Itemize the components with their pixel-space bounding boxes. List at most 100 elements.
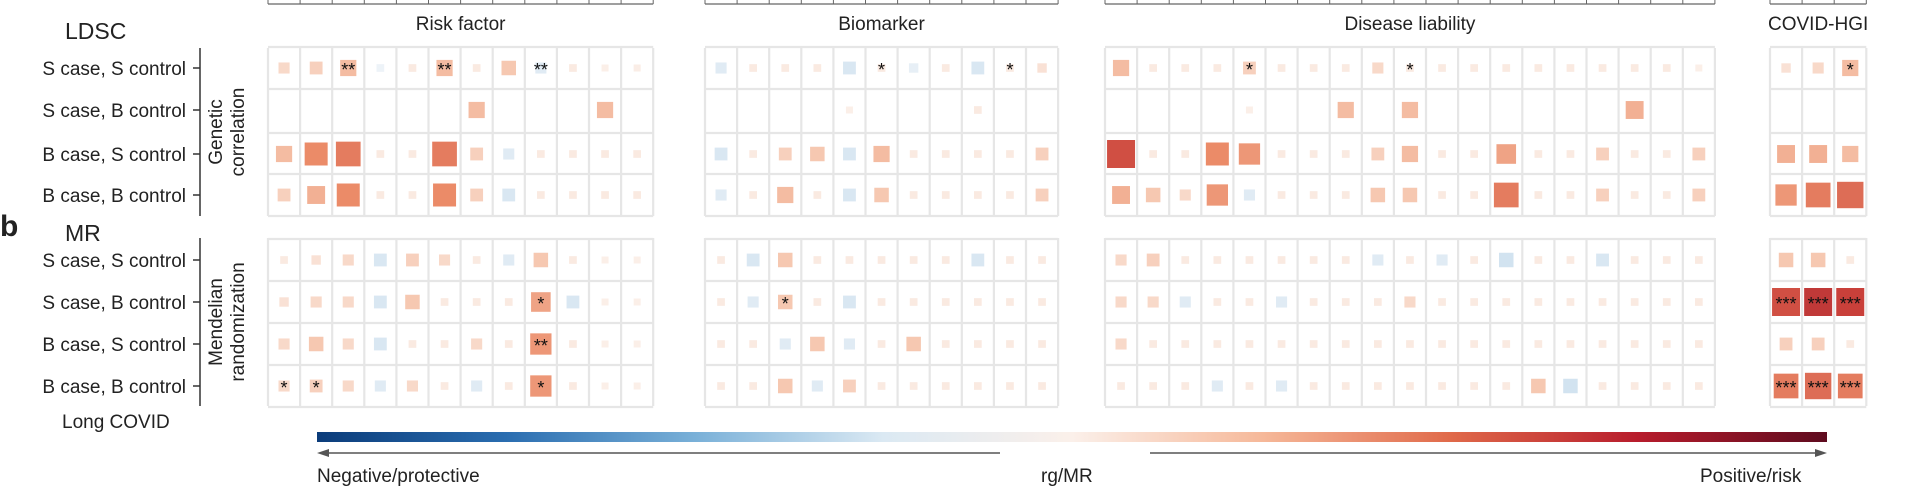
heatmap-cell xyxy=(1112,59,1130,77)
heatmap-cell xyxy=(633,340,641,348)
heatmap-cell xyxy=(909,256,918,264)
heatmap-cell xyxy=(1777,145,1795,163)
heatmap-cell xyxy=(1502,340,1511,348)
heatmap-cell xyxy=(1630,256,1639,264)
significance-label: *** xyxy=(1840,378,1861,398)
heatmap-cell xyxy=(778,252,793,268)
heatmap-cell xyxy=(777,186,794,204)
heatmap-cell xyxy=(280,256,288,264)
significance-label: ** xyxy=(534,60,548,80)
heatmap-cell xyxy=(1534,150,1543,158)
heatmap-cell xyxy=(440,340,449,348)
colorbar-title: rg/MR xyxy=(1041,466,1093,487)
heatmap-cell xyxy=(747,296,759,308)
heatmap-cell xyxy=(1775,184,1797,206)
heatmap-cell xyxy=(601,340,609,348)
significance-label: *** xyxy=(1776,378,1797,398)
heatmap-cell xyxy=(601,64,609,72)
heatmap-cell xyxy=(813,298,822,306)
heatmap-cell xyxy=(531,292,551,312)
heatmap-cell xyxy=(1341,150,1350,158)
heatmap-cell xyxy=(1596,188,1609,202)
group-label: Risk factor xyxy=(416,14,506,35)
heatmap-cell xyxy=(1277,340,1286,348)
heatmap-cell xyxy=(1406,256,1414,264)
heatmap-cell xyxy=(1309,64,1318,72)
row-label: S case, B control xyxy=(42,101,186,122)
group-label: Biomarker xyxy=(838,14,925,35)
heatmap-cell xyxy=(1309,150,1318,158)
heatmap-cell xyxy=(778,378,793,394)
heatmap-cell xyxy=(633,64,641,72)
heatmap-cell xyxy=(278,62,290,74)
heatmap-cell xyxy=(1566,256,1575,264)
heatmap-cell xyxy=(843,379,856,393)
long-covid-label: Long COVID xyxy=(62,412,170,433)
heatmap-cell xyxy=(749,340,757,348)
heatmap-cell xyxy=(308,336,324,352)
heatmap-cell xyxy=(1213,64,1222,72)
heatmap-cell xyxy=(1502,64,1511,72)
heatmap-cell xyxy=(633,150,641,158)
heatmap-cell xyxy=(1006,64,1014,72)
heatmap-cell xyxy=(1598,340,1607,348)
heatmap-cell xyxy=(1038,382,1046,390)
heatmap-cell xyxy=(433,183,457,207)
heatmap-cell xyxy=(1470,150,1478,158)
heatmap-cell xyxy=(1630,64,1639,72)
heatmap-cell xyxy=(1811,337,1825,351)
heatmap-cell xyxy=(569,150,577,158)
heatmap-cell xyxy=(909,298,918,306)
heatmap-cell xyxy=(778,147,792,161)
heatmap-cell xyxy=(749,191,757,199)
heatmap-cell xyxy=(1470,382,1478,390)
heatmap-cell xyxy=(340,59,357,77)
heatmap-cell xyxy=(1006,191,1014,199)
row-label: B case, B control xyxy=(42,377,186,398)
heatmap-cell xyxy=(633,256,641,264)
heatmap-cell xyxy=(1370,187,1386,203)
heatmap-cell xyxy=(717,382,725,390)
heatmap-cell xyxy=(1438,298,1446,306)
heatmap-cell xyxy=(1245,298,1254,306)
heatmap-cell xyxy=(877,298,886,306)
heatmap-cell xyxy=(810,146,825,162)
heatmap-cell xyxy=(843,147,856,161)
heatmap-cell xyxy=(1534,256,1543,264)
heatmap-cell xyxy=(376,150,385,158)
heatmap-cell xyxy=(309,61,323,75)
heatmap-cell xyxy=(1630,298,1639,306)
heatmap-cell xyxy=(1038,298,1046,306)
heatmap-cell xyxy=(471,338,483,350)
heatmap-cell xyxy=(408,191,417,199)
heatmap-cell xyxy=(1598,298,1607,306)
heatmap-cell xyxy=(974,191,982,199)
heatmap-cell xyxy=(1534,298,1543,306)
heatmap-cell xyxy=(811,380,823,392)
heatmap-cell xyxy=(1146,253,1160,267)
row-label: S case, S control xyxy=(42,251,186,272)
heatmap-cell xyxy=(530,375,552,397)
heatmap-cell xyxy=(440,382,449,390)
heatmap-cell xyxy=(1837,181,1864,209)
heatmap-cell xyxy=(504,298,513,306)
heatmap-cell xyxy=(1804,372,1832,400)
heatmap-cell xyxy=(746,253,760,267)
side-axis-title: Genetic xyxy=(206,99,227,164)
heatmap-cell xyxy=(502,188,516,202)
heatmap-cell xyxy=(1842,59,1859,77)
ldsc-title: LDSC xyxy=(65,18,127,44)
row-label: B case, S control xyxy=(42,335,186,356)
heatmap-cell xyxy=(1341,382,1350,390)
heatmap-cell xyxy=(715,62,727,74)
heatmap-cell xyxy=(601,298,609,306)
heatmap-cell xyxy=(974,382,982,390)
row-label: B case, B control xyxy=(42,186,186,207)
heatmap-cell xyxy=(432,141,457,167)
heatmap-cell xyxy=(1277,256,1286,264)
heatmap-cell xyxy=(1117,382,1125,390)
heatmap-cell xyxy=(1245,256,1254,264)
heatmap-cell xyxy=(1181,64,1190,72)
heatmap-cell xyxy=(1213,298,1222,306)
heatmap-cell xyxy=(1038,256,1046,264)
